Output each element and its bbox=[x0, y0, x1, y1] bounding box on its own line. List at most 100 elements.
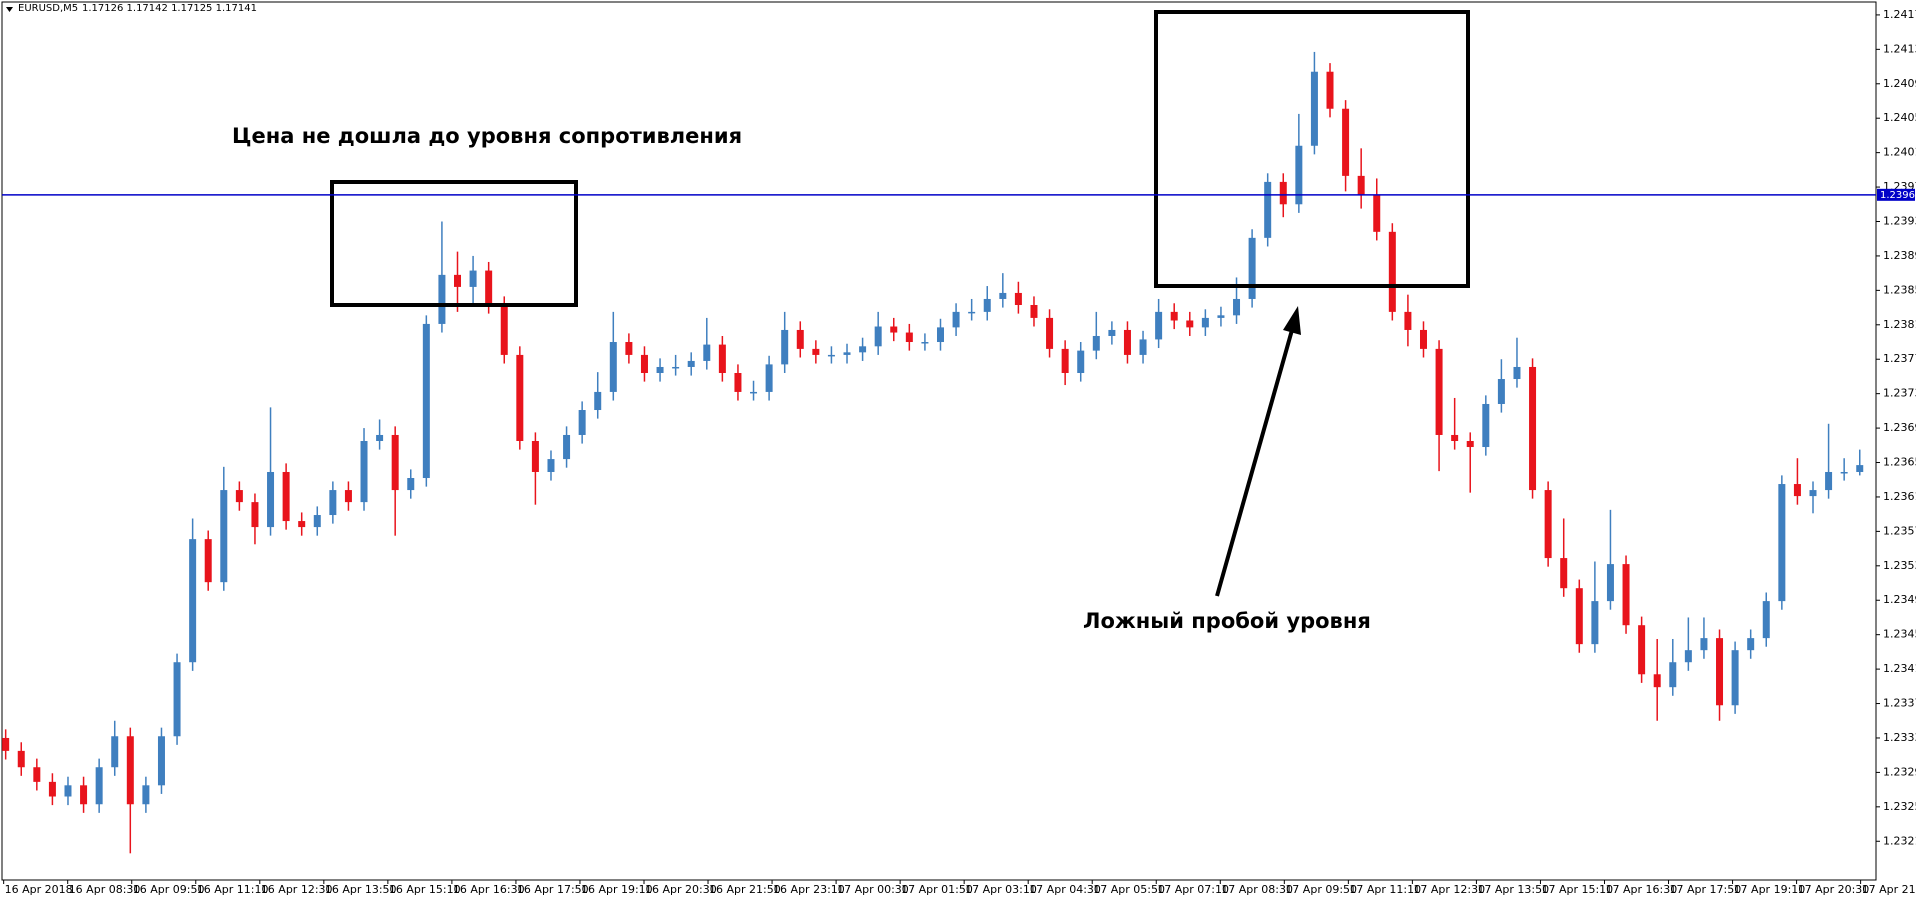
candle-body bbox=[1186, 320, 1194, 328]
level-label: 1.23966 bbox=[1880, 190, 1916, 201]
candle-body bbox=[531, 441, 539, 472]
candle-body bbox=[189, 539, 197, 663]
candle-body bbox=[1342, 108, 1350, 176]
candle-body bbox=[454, 274, 462, 287]
candle-body bbox=[843, 352, 851, 355]
candle-body bbox=[874, 326, 882, 347]
y-tick-label: 1.23415 bbox=[1883, 662, 1916, 675]
candle-body bbox=[1606, 564, 1614, 602]
candle-body bbox=[640, 354, 648, 373]
candle-body bbox=[1560, 558, 1568, 589]
candle-body bbox=[1684, 650, 1692, 663]
y-tick-label: 1.23895 bbox=[1883, 249, 1916, 262]
candle-body bbox=[1638, 625, 1646, 675]
y-tick-label: 1.23815 bbox=[1883, 318, 1916, 331]
annotation: Ложный пробой уровня bbox=[1083, 609, 1371, 633]
candle-body bbox=[1373, 194, 1381, 232]
candle-body bbox=[827, 354, 835, 357]
candle-body bbox=[1825, 471, 1833, 491]
symbol: EURUSD,M5 bbox=[18, 3, 78, 14]
candle-body bbox=[64, 785, 72, 797]
candle-body bbox=[111, 736, 119, 768]
resistance-box bbox=[330, 180, 578, 307]
candle-body bbox=[1544, 490, 1552, 559]
candle-body bbox=[1326, 71, 1334, 109]
candle-body bbox=[1295, 145, 1303, 205]
x-tick-label: 17 Apr 03:10 bbox=[965, 883, 1037, 896]
x-tick-label: 16 Apr 23:10 bbox=[773, 883, 845, 896]
candle-body bbox=[1451, 434, 1459, 441]
candle-body bbox=[1419, 329, 1427, 349]
candle-body bbox=[17, 750, 25, 768]
candle-body bbox=[1061, 348, 1069, 373]
candle-body bbox=[609, 342, 617, 392]
candle-body bbox=[48, 781, 56, 797]
y-tick-label: 1.23215 bbox=[1883, 834, 1916, 847]
annotation: Цена не дошла до уровня сопротивления bbox=[232, 124, 742, 148]
x-tick-label: 17 Apr 04:30 bbox=[1029, 883, 1101, 896]
y-tick-label: 1.23255 bbox=[1883, 800, 1916, 813]
x-tick-label: 17 Apr 08:30 bbox=[1221, 883, 1293, 896]
candle-body bbox=[235, 490, 243, 503]
candle-body bbox=[859, 346, 867, 353]
y-tick-label: 1.24095 bbox=[1883, 77, 1916, 90]
x-tick-label: 17 Apr 01:50 bbox=[901, 883, 973, 896]
y-tick-label: 1.24175 bbox=[1883, 8, 1916, 21]
candle-body bbox=[921, 342, 929, 344]
candle-body bbox=[157, 736, 165, 786]
candle-body bbox=[796, 329, 804, 349]
candle-body bbox=[890, 326, 898, 333]
candle-body bbox=[1388, 231, 1396, 312]
y-tick-label: 1.24055 bbox=[1883, 111, 1916, 124]
candle-body bbox=[1435, 348, 1443, 435]
candle-body bbox=[563, 434, 571, 460]
y-tick-label: 1.23855 bbox=[1883, 283, 1916, 296]
candle-body bbox=[500, 304, 508, 355]
candle-body bbox=[1497, 379, 1505, 404]
arrow-shaft bbox=[1215, 329, 1294, 597]
candle-body bbox=[734, 372, 742, 392]
candle-body bbox=[485, 270, 493, 305]
candle-body bbox=[1108, 329, 1116, 336]
x-tick-label: 16 Apr 2018 bbox=[5, 883, 73, 896]
candle-body bbox=[204, 539, 212, 583]
y-tick-label: 1.23535 bbox=[1883, 559, 1916, 572]
candle-body bbox=[313, 515, 321, 528]
candle-body bbox=[1014, 292, 1022, 305]
candle-body bbox=[1482, 403, 1490, 448]
candle-body bbox=[656, 366, 664, 373]
candle-body bbox=[547, 459, 555, 472]
quote: 1.17126 1.17142 1.17125 1.17141 bbox=[82, 3, 257, 14]
candle-body bbox=[1139, 339, 1147, 355]
x-tick-label: 16 Apr 20:30 bbox=[645, 883, 717, 896]
y-tick-label: 1.23375 bbox=[1883, 697, 1916, 710]
candle-body bbox=[1622, 564, 1630, 626]
candle-body bbox=[1809, 490, 1817, 497]
candle-body bbox=[1653, 674, 1661, 688]
candle-body bbox=[703, 344, 711, 361]
y-tick-label: 1.23495 bbox=[1883, 593, 1916, 606]
candle-body bbox=[422, 323, 430, 479]
candle-body bbox=[625, 342, 633, 355]
candle-body bbox=[1310, 71, 1318, 146]
candle-body bbox=[750, 391, 758, 394]
candle-body bbox=[1092, 335, 1100, 351]
candle-body bbox=[1077, 350, 1085, 373]
candle-body bbox=[173, 662, 181, 737]
candle-body bbox=[1264, 181, 1272, 238]
level-label-bg bbox=[1877, 188, 1915, 201]
x-tick-label: 16 Apr 11:10 bbox=[197, 883, 269, 896]
candle-body bbox=[298, 521, 306, 528]
y-tick-label: 1.24015 bbox=[1883, 146, 1916, 159]
candle-body bbox=[983, 298, 991, 312]
candle-body bbox=[594, 391, 602, 411]
y-tick-label: 1.23655 bbox=[1883, 456, 1916, 469]
candle-body bbox=[1046, 317, 1054, 349]
y-tick-label: 1.23335 bbox=[1883, 731, 1916, 744]
x-tick-label: 17 Apr 05:50 bbox=[1093, 883, 1165, 896]
candle-body bbox=[1840, 471, 1848, 474]
candle-body bbox=[687, 360, 695, 367]
x-tick-label: 17 Apr 11:10 bbox=[1349, 883, 1421, 896]
candle-body bbox=[142, 785, 150, 805]
